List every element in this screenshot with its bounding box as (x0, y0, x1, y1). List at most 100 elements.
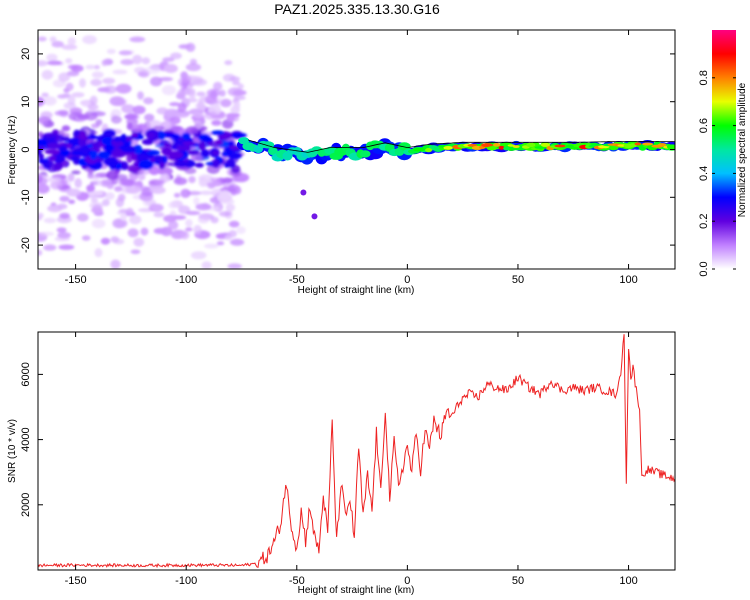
heatmap-noise-blob (180, 188, 191, 198)
heatmap-noise-blob (206, 182, 223, 187)
heatmap-noise-blob (115, 197, 125, 208)
heatmap-band-blob (132, 144, 143, 155)
heatmap-noise-blob (67, 37, 77, 46)
heatmap-noise-blob (126, 184, 141, 194)
heatmap-noise-blob (191, 78, 208, 86)
heatmap-noise-blob (65, 58, 73, 64)
heatmap-ridge-blob (467, 144, 478, 147)
heatmap-noise-blob (43, 217, 57, 224)
heatmap-noise-blob (233, 101, 241, 110)
heatmap-ridge-blob (481, 143, 493, 148)
heatmap-band-blob (38, 158, 49, 164)
colorbar-tick-label: 0.4 (698, 166, 710, 181)
heatmap-noise-blob (114, 186, 123, 192)
heatmap-band-blob (97, 151, 110, 160)
heatmap-noise-blob (110, 259, 121, 269)
heatmap-band-blob (212, 159, 220, 168)
heatmap-noise-blob (222, 177, 233, 184)
heatmap-band-blob (89, 150, 98, 160)
colorbar-tick-label: 0.2 (698, 214, 710, 229)
heatmap-noise-blob (81, 235, 91, 241)
heatmap-noise-blob (54, 110, 69, 116)
heatmap-ridge-blob (268, 147, 278, 156)
heatmap-ridge-blob (512, 145, 520, 149)
heatmap-noise-region (38, 35, 250, 269)
heatmap-band-blob (109, 161, 116, 171)
heatmap-noise-blob (100, 237, 111, 245)
heatmap-ridge (237, 137, 675, 220)
heatmap-noise-blob (95, 119, 103, 126)
heatmap-noise-blob (137, 91, 144, 100)
heatmap-noise-blob (189, 58, 197, 65)
heatmap-y-tick-label: -10 (20, 189, 32, 205)
heatmap-band-blob (187, 150, 200, 156)
heatmap-band-blob (158, 161, 166, 170)
colorbar-label: Normalized spectral amplitude (737, 82, 748, 217)
heatmap-noise-blob (141, 57, 151, 65)
heatmap-noise-blob (148, 166, 160, 176)
heatmap-noise-blob (129, 215, 142, 225)
heatmap-noise-blob (185, 219, 193, 228)
heatmap-band-blob (141, 138, 154, 145)
heatmap-noise-blob (150, 76, 163, 87)
heatmap-band-blob (52, 154, 66, 163)
heatmap-ridge-blob (486, 146, 497, 151)
heatmap-ridge-blob (554, 144, 566, 148)
heatmap-noise-blob (154, 179, 166, 184)
heatmap-noise-blob (145, 200, 157, 206)
heatmap-noise-blob (87, 175, 101, 180)
heatmap-ridge-blob (397, 142, 411, 151)
heatmap-noise-blob (86, 184, 95, 192)
heatmap-noise-blob (144, 113, 155, 122)
heatmap-noise-blob (58, 72, 71, 82)
heatmap-noise-blob (228, 220, 240, 228)
heatmap-ridge-blob (534, 146, 547, 149)
heatmap-band-blob (121, 146, 137, 153)
heatmap-noise-blob (227, 263, 242, 269)
heatmap-band-blob (172, 142, 180, 148)
snr-y-label: SNR (10 * v/v) (7, 419, 18, 483)
heatmap-noise-blob (204, 111, 219, 120)
heatmap-band-blob (146, 132, 155, 139)
heatmap-noise-blob (77, 213, 89, 222)
heatmap-band-blob (119, 161, 129, 171)
heatmap-noise-blob (65, 82, 74, 91)
heatmap-noise-blob (168, 220, 179, 230)
heatmap-noise-blob (93, 65, 100, 70)
heatmap-noise-blob (120, 179, 136, 187)
heatmap-band-blob (42, 162, 51, 170)
heatmap-noise-blob (186, 191, 202, 196)
heatmap-noise-blob (133, 237, 145, 247)
heatmap-noise-blob (59, 212, 70, 219)
heatmap-noise-blob (61, 125, 71, 132)
heatmap-band-blob (153, 155, 165, 163)
heatmap-ridge-blob (565, 144, 574, 148)
heatmap-noise-blob (71, 64, 84, 72)
heatmap-noise-blob (71, 170, 81, 175)
heatmap-band-blob (81, 144, 90, 155)
heatmap-noise-blob (38, 60, 48, 67)
heatmap-ridge-line (247, 139, 675, 153)
heatmap-noise-blob (106, 170, 119, 181)
heatmap-noise-blob (196, 100, 204, 111)
heatmap-band-blob (70, 156, 80, 162)
heatmap-noise-blob (184, 98, 198, 103)
heatmap-noise-blob (66, 188, 81, 197)
heatmap-noise-blob (182, 110, 191, 115)
heatmap-noise-blob (232, 80, 241, 86)
heatmap-noise-blob (125, 112, 139, 121)
heatmap-band-blob (164, 142, 173, 148)
heatmap-band-blob (38, 145, 43, 156)
heatmap-noise-blob (193, 112, 205, 119)
heatmap-noise-blob (41, 92, 49, 98)
heatmap-noise-blob (225, 203, 236, 212)
snr-series-line (38, 334, 675, 569)
heatmap-noise-blob (71, 92, 85, 98)
heatmap-noise-blob (59, 195, 70, 202)
heatmap-noise-blob (91, 218, 106, 229)
heatmap-noise-blob (38, 249, 43, 256)
heatmap-noise-blob (39, 231, 55, 237)
heatmap-noise-blob (141, 187, 154, 197)
heatmap-noise-blob (55, 182, 63, 189)
heatmap-noise-blob (51, 40, 64, 48)
